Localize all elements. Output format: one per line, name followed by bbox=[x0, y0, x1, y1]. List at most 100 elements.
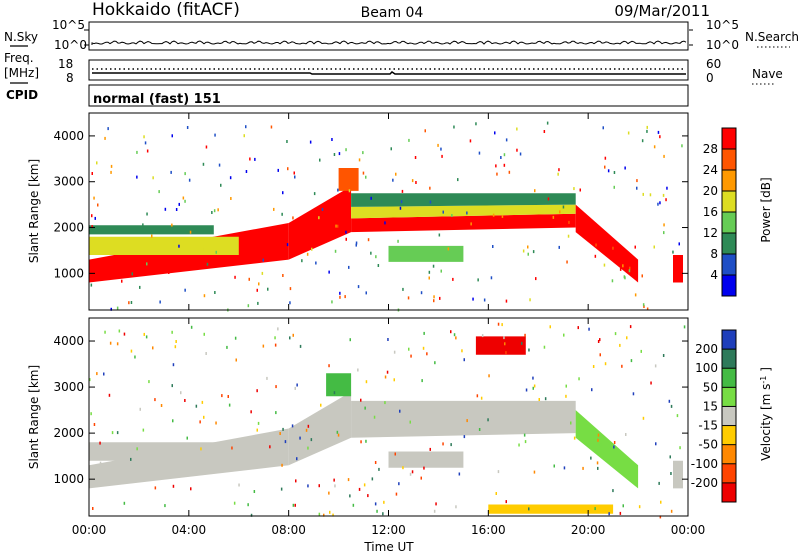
x-tick-label: 08:00 bbox=[271, 523, 306, 537]
velocity-speckle bbox=[453, 333, 456, 337]
velocity-speckle bbox=[186, 436, 188, 440]
freq-unit-label: [MHz] bbox=[4, 66, 39, 80]
power-speckle bbox=[186, 126, 189, 129]
velocity-speckle bbox=[642, 416, 645, 420]
velocity-speckle bbox=[364, 406, 366, 410]
freq-right-top: 60 bbox=[706, 57, 721, 71]
power-speckle bbox=[562, 205, 565, 209]
velocity-speckle bbox=[172, 363, 175, 367]
velocity-speckle bbox=[93, 423, 96, 426]
power-speckle bbox=[110, 164, 113, 168]
power-speckle bbox=[490, 276, 493, 280]
power-speckle bbox=[182, 196, 185, 200]
velocity-speckle bbox=[363, 483, 366, 487]
velocity-speckle bbox=[383, 500, 385, 504]
velocity-echo-band bbox=[673, 460, 683, 489]
velocity-speckle bbox=[354, 411, 356, 415]
velocity-speckle bbox=[630, 359, 633, 363]
power-speckle bbox=[377, 264, 380, 267]
velocity-speckle bbox=[296, 457, 298, 461]
power-speckle bbox=[370, 196, 372, 200]
power-speckle bbox=[475, 122, 477, 126]
velocity-speckle bbox=[205, 352, 207, 355]
power-speckle bbox=[594, 254, 597, 258]
velocity-speckle bbox=[524, 333, 526, 337]
velocity-speckle bbox=[199, 420, 201, 424]
power-speckle bbox=[294, 175, 296, 179]
velocity-speckle bbox=[318, 512, 321, 516]
power-speckle bbox=[213, 209, 216, 213]
velocity-speckle bbox=[104, 330, 106, 334]
colorbar-swatch bbox=[722, 444, 736, 465]
velocity-speckle bbox=[384, 401, 386, 405]
velocity-colorbar: 200 100 50 15 -15 -50 -100 -200 bbox=[691, 329, 737, 503]
velocity-speckle bbox=[549, 325, 551, 329]
velocity-speckle bbox=[670, 509, 673, 513]
velocity-speckle bbox=[103, 372, 105, 376]
power-speckle bbox=[433, 299, 435, 303]
power-speckle bbox=[543, 130, 546, 133]
velocity-speckle bbox=[365, 380, 368, 384]
power-speckle bbox=[362, 151, 364, 155]
power-speckle bbox=[613, 185, 615, 189]
velocity-speckle bbox=[203, 415, 205, 419]
velocity-speckle bbox=[336, 430, 339, 434]
velocity-speckle bbox=[257, 421, 260, 425]
velocity-speckle bbox=[134, 355, 136, 359]
velocity-speckle bbox=[613, 441, 616, 444]
velocity-speckle bbox=[328, 491, 330, 495]
power-speckle bbox=[516, 127, 518, 131]
power-speckle bbox=[247, 304, 250, 308]
power-speckle bbox=[603, 263, 606, 267]
velocity-speckle bbox=[266, 376, 268, 380]
power-speckle bbox=[110, 170, 112, 174]
power-speckle bbox=[184, 288, 186, 292]
velocity-speckle bbox=[501, 323, 503, 327]
velocity-speckle bbox=[171, 330, 173, 334]
colorbar-tick-label: -100 bbox=[691, 457, 718, 471]
velocity-speckle bbox=[233, 501, 236, 505]
power-speckle bbox=[642, 303, 645, 307]
velocity-y-axis: 1000 2000 3000 4000 bbox=[53, 334, 688, 486]
power-speckle bbox=[365, 291, 367, 295]
power-speckle bbox=[286, 243, 289, 247]
y-tick-label: 2000 bbox=[53, 221, 84, 235]
power-speckle bbox=[254, 157, 256, 161]
colorbar-swatch bbox=[722, 233, 736, 255]
velocity-speckle bbox=[352, 503, 355, 507]
power-speckle bbox=[415, 181, 417, 184]
velocity-speckle bbox=[411, 470, 414, 474]
power-speckle bbox=[218, 163, 221, 167]
power-speckle bbox=[447, 247, 450, 251]
velocity-marks bbox=[89, 322, 686, 519]
velocity-speckle bbox=[337, 433, 340, 437]
power-colorbar-label: Power [dB] bbox=[759, 177, 773, 242]
velocity-speckle bbox=[655, 442, 657, 446]
power-speckle bbox=[345, 237, 347, 241]
power-speckle bbox=[503, 163, 506, 167]
power-speckle bbox=[519, 152, 522, 156]
velocity-speckle bbox=[597, 438, 599, 442]
power-speckle bbox=[437, 143, 439, 147]
velocity-speckle bbox=[497, 322, 500, 326]
velocity-speckle bbox=[136, 447, 138, 451]
power-speckle bbox=[303, 229, 305, 233]
power-speckle bbox=[357, 285, 360, 289]
power-speckle bbox=[424, 129, 426, 133]
velocity-speckle bbox=[227, 395, 229, 398]
power-speckle bbox=[492, 213, 495, 217]
colorbar-frame bbox=[721, 329, 737, 503]
velocity-speckle bbox=[523, 433, 526, 437]
cpid-panel: CPID normal (fast) 151 bbox=[6, 84, 689, 107]
power-speckle bbox=[558, 168, 560, 172]
power-speckle bbox=[144, 141, 147, 145]
velocity-speckle bbox=[619, 511, 622, 515]
power-speckle bbox=[407, 296, 410, 300]
power-speckle bbox=[636, 179, 638, 183]
velocity-speckle bbox=[347, 478, 350, 482]
velocity-speckle bbox=[629, 325, 632, 329]
power-speckle bbox=[663, 154, 665, 158]
velocity-speckle bbox=[175, 340, 177, 343]
power-speckle bbox=[496, 172, 498, 176]
